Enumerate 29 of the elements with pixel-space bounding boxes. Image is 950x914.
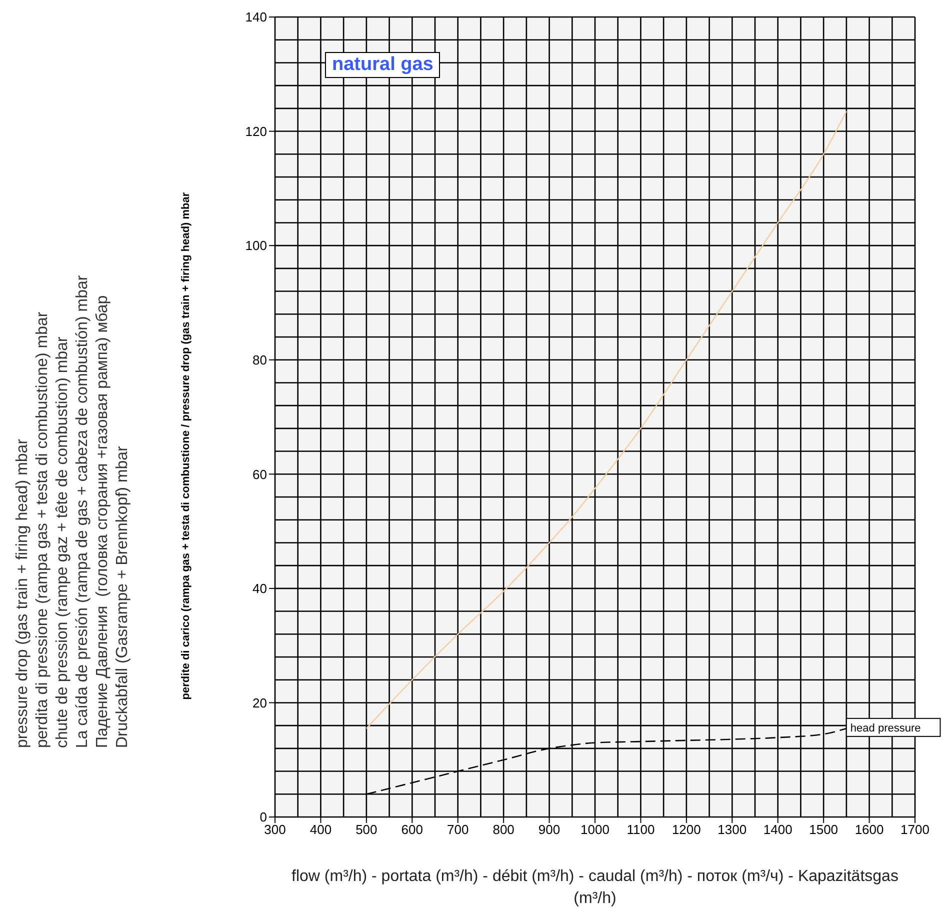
x-axis-title: flow (m³/h) - portata (m³/h) - débit (m³/h) - caudal (m³/h) - поток (m³/ч) - Kapazitätsgas (m³/h) <box>290 867 900 909</box>
x-tick-label: 600 <box>401 822 423 838</box>
x-tick-label: 700 <box>447 822 469 838</box>
y-tick-label: 20 <box>252 695 267 710</box>
text: natural gas <box>325 52 440 78</box>
x-tick-label: 1400 <box>763 822 792 838</box>
x-tick-label: 900 <box>538 822 560 838</box>
y-tick-label: 120 <box>245 124 267 139</box>
x-tick-label: 1500 <box>809 822 838 838</box>
y-tick-label: 60 <box>252 466 267 482</box>
text: pressure drop (gas train + firing head) mbar perdita di pressione (rampa gas + testa di combustione) mbar chute de pression (rampe gaz + tête de combustion) mbar La caída de presión (rampa de gas + cabeza de combustión) mbar Падение Давления (головка сгорания +газовая рампа) мбар Druckabfall (Gasrampe + Brennkopf) mbar <box>13 274 132 748</box>
x-tick-label: 1200 <box>672 822 701 838</box>
x-tick-label: 1000 <box>580 822 610 838</box>
x-tick-label: 1700 <box>900 822 930 838</box>
x-tick-label: 300 <box>264 822 286 838</box>
y-axis-title: perdite di carico (rampa gas + testa di combustione / pressure drop (gas train + firing head) mbar <box>180 191 192 702</box>
x-tick-label: 400 <box>310 822 332 838</box>
x-tick-label: 800 <box>492 822 514 838</box>
x-tick-label: 1600 <box>854 822 884 838</box>
x-tick-label: 500 <box>356 822 378 838</box>
y-tick-label: 100 <box>245 238 267 254</box>
y-tick-label: 80 <box>252 352 267 368</box>
line-series <box>366 110 848 730</box>
y-tick-label: 40 <box>252 581 267 596</box>
x-tick-label: 1100 <box>626 822 655 838</box>
y-tick-label: 140 <box>245 10 267 25</box>
x-tick-label: 1300 <box>718 822 747 838</box>
series-label: head pressure <box>850 722 921 734</box>
y-tick-label: 0 <box>260 810 267 825</box>
